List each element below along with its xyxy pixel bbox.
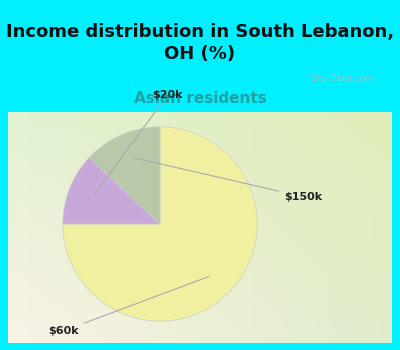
Wedge shape [63, 158, 160, 224]
Text: $60k: $60k [48, 276, 209, 336]
Wedge shape [89, 127, 160, 224]
Text: $150k: $150k [134, 158, 322, 202]
Text: City-Data.com: City-Data.com [310, 74, 374, 83]
Text: $20k: $20k [94, 90, 183, 195]
Text: Asian residents: Asian residents [134, 91, 266, 106]
Wedge shape [63, 127, 257, 321]
Text: Income distribution in South Lebanon,
OH (%): Income distribution in South Lebanon, OH… [6, 23, 394, 63]
